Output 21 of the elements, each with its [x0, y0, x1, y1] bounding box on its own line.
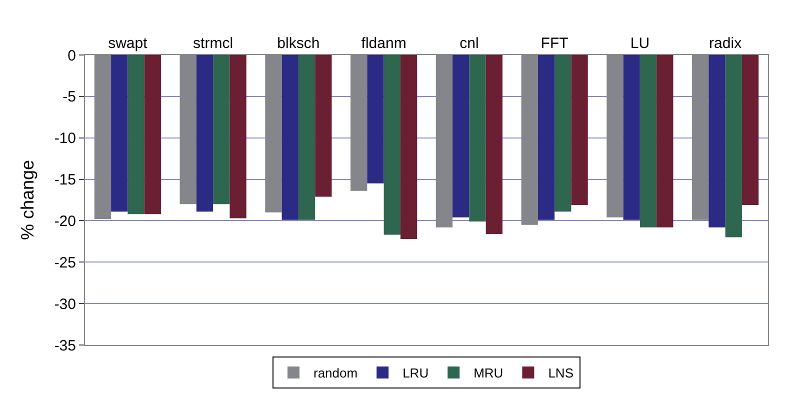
legend-label: LNS — [548, 366, 574, 381]
y-axis-title: % change — [18, 160, 38, 240]
x-tick-label: radix — [709, 35, 742, 52]
x-tick-label: swapt — [108, 35, 148, 52]
x-tick-label: strmcl — [193, 35, 234, 52]
legend-label: LRU — [402, 366, 429, 381]
legend-label: random — [314, 366, 358, 381]
x-tick-label: LU — [630, 35, 650, 52]
legend-label: MRU — [474, 366, 504, 381]
x-tick-label: blksch — [277, 35, 320, 52]
x-tick-label: fldanm — [361, 35, 406, 52]
x-tick-label: FFT — [540, 35, 568, 52]
y-tick-label: 0 — [68, 47, 76, 64]
y-tick-label: -25 — [54, 254, 76, 272]
x-tick-label: cnl — [460, 35, 479, 52]
y-tick-label: -10 — [54, 130, 76, 148]
y-tick-label: -30 — [54, 296, 76, 313]
y-tick-label: -20 — [54, 212, 76, 230]
y-tick-label: -15 — [54, 172, 76, 189]
y-tick-label: -5 — [62, 88, 76, 106]
y-tick-label: -35 — [54, 337, 76, 354]
